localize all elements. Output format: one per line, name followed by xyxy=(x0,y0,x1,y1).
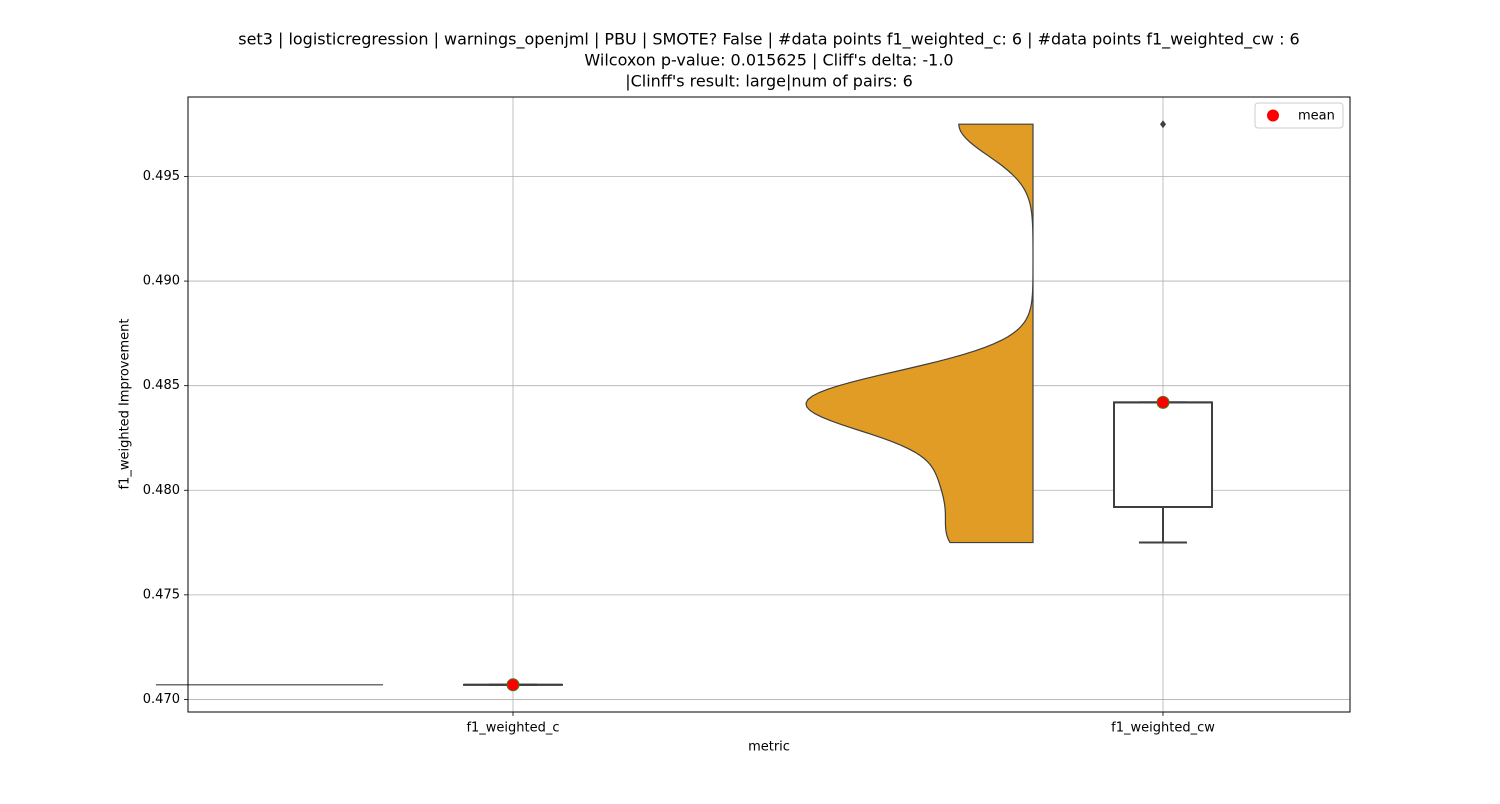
y-tick-label: 0.475 xyxy=(143,587,180,602)
x-tick-label: f1_weighted_c xyxy=(466,721,559,736)
y-tick-label: 0.485 xyxy=(143,378,180,393)
mean-marker xyxy=(507,679,519,691)
box xyxy=(1114,402,1212,507)
chart-title: set3 | logisticregression | warnings_ope… xyxy=(238,30,1299,50)
chart-title: |Clinff's result: large|num of pairs: 6 xyxy=(625,72,913,91)
y-tick-label: 0.480 xyxy=(143,483,180,498)
y-tick-label: 0.470 xyxy=(143,692,180,707)
x-tick-label: f1_weighted_cw xyxy=(1111,721,1215,736)
x-axis-label: metric xyxy=(748,740,790,755)
y-tick-label: 0.495 xyxy=(143,169,180,184)
y-tick-label: 0.490 xyxy=(143,274,180,289)
legend-marker xyxy=(1267,110,1279,122)
chart-title: Wilcoxon p-value: 0.015625 | Cliff's del… xyxy=(584,51,953,70)
mean-marker xyxy=(1157,396,1169,408)
y-axis-label: f1_weighted Improvement xyxy=(118,318,133,489)
legend-label: mean xyxy=(1298,109,1335,124)
